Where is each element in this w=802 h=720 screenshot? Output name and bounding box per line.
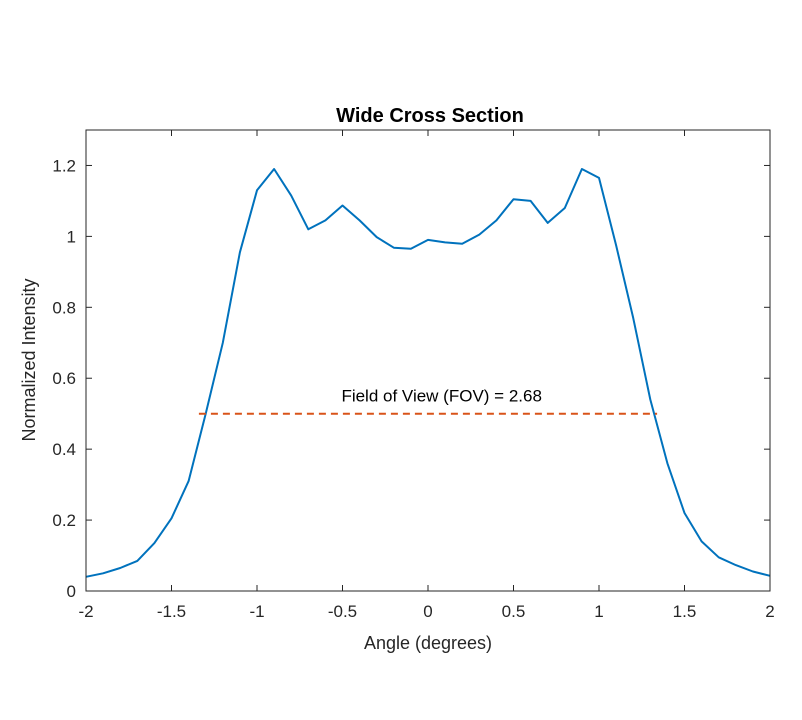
plot-area: Field of View (FOV) = 2.68	[85, 168, 771, 578]
axis-ticks: -2 -1.5 -1 -0.5 0 0.5 1 1.5 2 0 0.2 0.4 0.6 0.8 1 1.2	[52, 130, 775, 621]
y-tick-label: 1.2	[52, 156, 76, 175]
fov-annotation: Field of View (FOV) = 2.68	[341, 386, 541, 405]
x-tick-label: 2	[765, 602, 774, 621]
x-tick-label: -1	[249, 602, 264, 621]
intensity-profile-line	[85, 168, 771, 578]
x-tick-label: 1.5	[673, 602, 697, 621]
y-axis-label: Normalized Intensity	[19, 278, 39, 441]
x-tick-label: 1	[594, 602, 603, 621]
x-axis-label: Angle (degrees)	[364, 633, 492, 653]
x-tick-label: -1.5	[157, 602, 186, 621]
y-tick-label: 0	[67, 582, 76, 601]
y-tick-label: 0.2	[52, 511, 76, 530]
x-tick-label: -2	[78, 602, 93, 621]
y-tick-label: 0.4	[52, 440, 76, 459]
x-tick-label: 0.5	[502, 602, 526, 621]
x-tick-label: -0.5	[328, 602, 357, 621]
chart-title: Wide Cross Section	[336, 105, 524, 127]
y-tick-label: 1	[67, 227, 76, 246]
y-tick-label: 0.6	[52, 369, 76, 388]
y-tick-label: 0.8	[52, 298, 76, 317]
axes-box	[85, 129, 771, 592]
x-tick-label: 0	[423, 602, 432, 621]
